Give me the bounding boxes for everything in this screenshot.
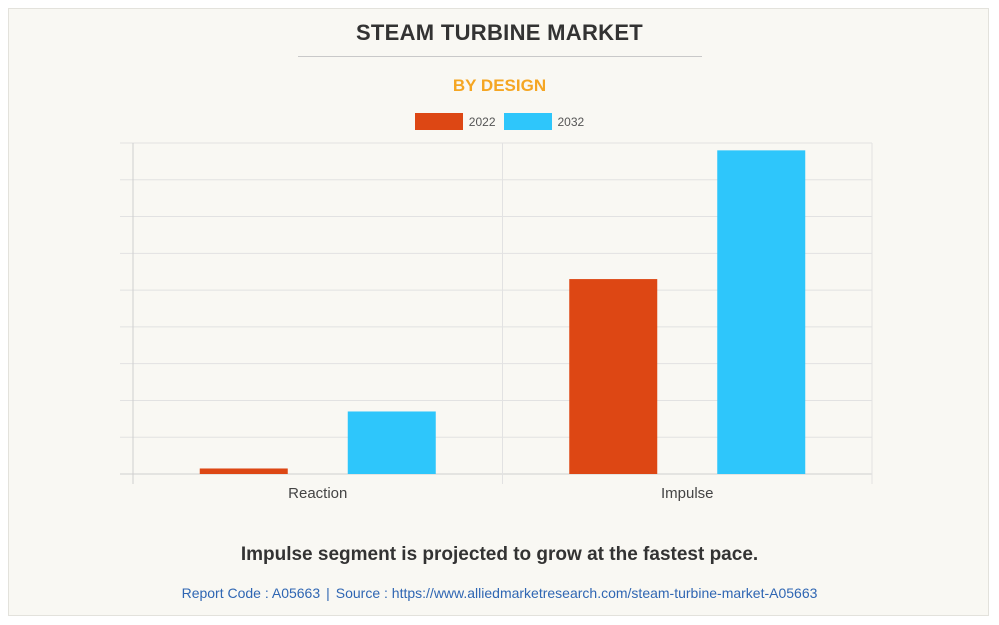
bars	[199, 150, 806, 474]
legend-item-2022[interactable]: 2022	[414, 113, 496, 130]
bar-reaction-2032[interactable]	[347, 411, 436, 474]
report-code: Report Code : A05663	[181, 585, 321, 601]
footer-separator: |	[326, 585, 330, 601]
legend-label-2032: 2032	[557, 114, 585, 129]
source-link[interactable]: Source : https://www.alliedmarketresearc…	[335, 585, 818, 601]
legend-swatch-2032	[503, 113, 552, 130]
title-divider	[298, 56, 702, 57]
legend-swatch-2022	[414, 113, 463, 130]
bar-impulse-2032[interactable]	[717, 150, 806, 474]
category-labels: Reaction Impulse	[288, 485, 713, 502]
chart-card	[8, 8, 989, 616]
chart-title: STEAM TURBINE MARKET	[355, 20, 644, 45]
legend-label-2022: 2022	[468, 114, 496, 129]
x-tick-label-reaction: Reaction	[288, 485, 347, 502]
chart-subtitle: BY DESIGN	[452, 76, 547, 95]
bar-chart: Reaction Impulse	[120, 142, 873, 502]
chart-legend: 2022 2032	[0, 113, 999, 130]
footer: Report Code : A05663 | Source : https://ww…	[0, 585, 999, 601]
bar-impulse-2022[interactable]	[569, 279, 658, 474]
x-tick-label-impulse: Impulse	[661, 485, 714, 502]
legend-item-2032[interactable]: 2032	[503, 113, 585, 130]
headline-text: Impulse segment is projected to grow at …	[240, 544, 759, 565]
bar-reaction-2022[interactable]	[199, 468, 288, 474]
